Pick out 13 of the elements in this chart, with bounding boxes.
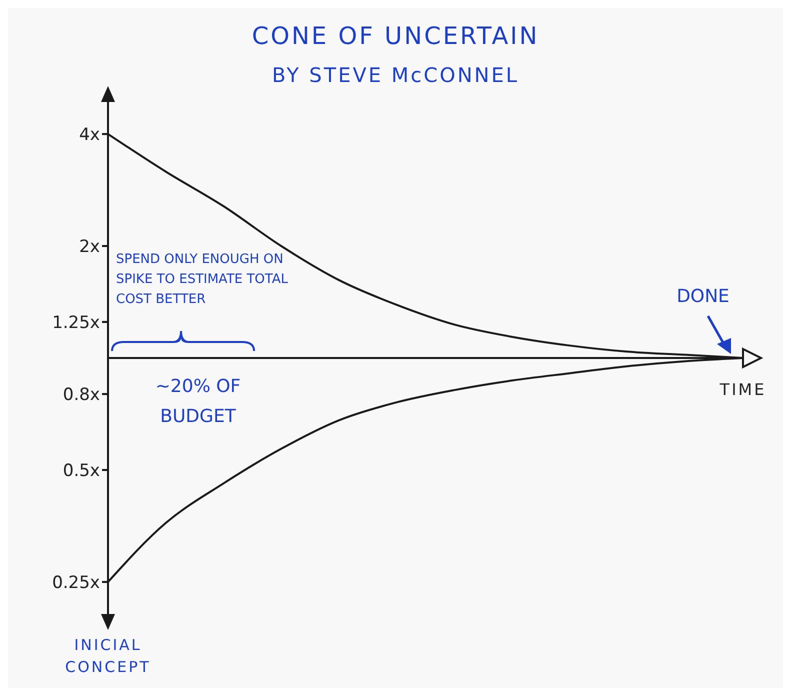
chart-subtitle: BY STEVE McCONNEL	[270, 63, 520, 87]
y-tick-label: 0.25x	[52, 572, 100, 593]
y-tick-label: 0.8x	[62, 385, 100, 406]
y-tick-label: 2x	[79, 237, 100, 258]
chart-title: CONE OF UNCERTAIN	[250, 22, 540, 50]
annotation: DONE	[676, 286, 730, 307]
x-axis-title: TIME	[718, 380, 768, 399]
y-tick-label: 1.25x	[52, 312, 100, 333]
annotation: SPEND ONLY ENOUGH ON SPIKE TO ESTIMATE TOTAL COST BETTER	[116, 251, 289, 310]
y-tick-label: 0.5x	[62, 461, 100, 482]
y-tick-label: 4x	[79, 125, 100, 146]
annotation: ∼20% OF BUDGET	[154, 375, 242, 429]
text: INICIAL CONCEPT	[64, 635, 152, 678]
